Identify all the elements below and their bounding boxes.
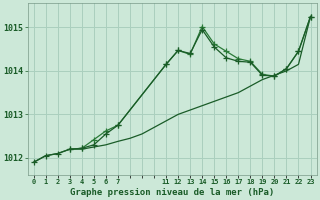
X-axis label: Graphe pression niveau de la mer (hPa): Graphe pression niveau de la mer (hPa) <box>70 188 274 197</box>
